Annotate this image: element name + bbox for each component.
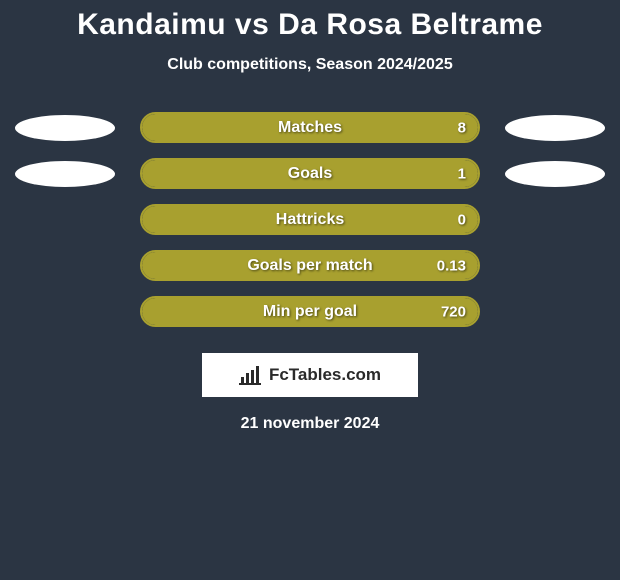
stat-row: Hattricks 0 [0,204,620,235]
stat-value: 8 [458,119,466,136]
stat-label: Min per goal [263,303,357,321]
bar-chart-icon [239,365,263,385]
stat-label: Goals per match [247,257,372,275]
stat-label: Matches [278,119,342,137]
player-right-indicator [505,115,605,141]
stat-bar: Min per goal 720 [140,296,480,327]
stat-bar: Hattricks 0 [140,204,480,235]
stat-row: Matches 8 [0,112,620,143]
logo-text: FcTables.com [269,365,381,385]
right-ellipse-slot [500,161,610,187]
player-right-indicator [505,161,605,187]
left-ellipse-slot [10,115,120,141]
logo-box: FcTables.com [202,353,418,397]
stat-bar: Goals 1 [140,158,480,189]
stat-value: 0.13 [437,257,466,274]
stat-value: 0 [458,211,466,228]
left-ellipse-slot [10,161,120,187]
comparison-card: Kandaimu vs Da Rosa Beltrame Club compet… [0,0,620,433]
page-title: Kandaimu vs Da Rosa Beltrame [0,8,620,42]
stat-label: Goals [288,165,332,183]
stats-area: Matches 8 Goals 1 Hattricks 0 Goals per match 0… [0,112,620,327]
stat-row: Goals 1 [0,158,620,189]
stat-row: Min per goal 720 [0,296,620,327]
player-left-indicator [15,161,115,187]
stat-row: Goals per match 0.13 [0,250,620,281]
stat-value: 720 [441,303,466,320]
stat-bar: Matches 8 [140,112,480,143]
subtitle: Club competitions, Season 2024/2025 [0,56,620,74]
stat-label: Hattricks [276,211,344,229]
right-ellipse-slot [500,115,610,141]
date-line: 21 november 2024 [0,415,620,433]
player-left-indicator [15,115,115,141]
stat-bar: Goals per match 0.13 [140,250,480,281]
stat-value: 1 [458,165,466,182]
